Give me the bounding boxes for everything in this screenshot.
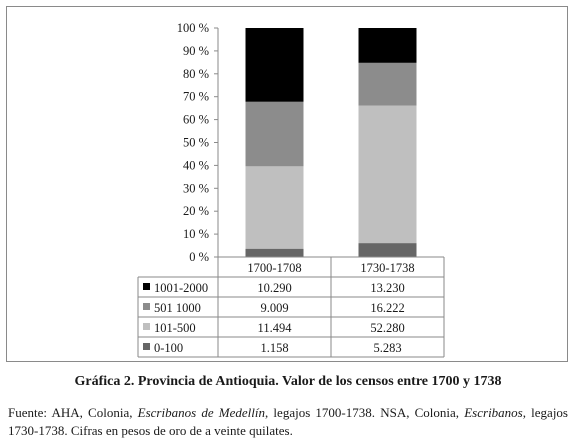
chart-frame: 0 % 10 % 20 % 30 % 40 % 50 % 60 % 70 % 80 % 90 % 1… [6, 6, 568, 362]
legend-key [143, 283, 150, 290]
source-text-2: , legajos 1700-1738. NSA, Colonia, [265, 405, 465, 420]
y-tick-label: 10 % [183, 227, 209, 241]
legend-key [143, 323, 150, 330]
table-cell-value: 13.230 [370, 281, 404, 295]
source-italic-1: Escribanos de Medellín [137, 405, 265, 420]
stacked-bar-chart: 0 % 10 % 20 % 30 % 40 % 50 % 60 % 70 % 80 % 90 % 1… [137, 21, 445, 358]
table-row-label: 101-500 [154, 321, 196, 335]
y-tick-label: 20 % [183, 204, 209, 218]
bar-segment-1001-2000 [245, 28, 304, 102]
bar-segment-101-500 [358, 105, 417, 244]
bar-segment-0-100 [358, 243, 417, 257]
y-tick-label: 40 % [183, 158, 209, 172]
table-row-label: 0-100 [154, 341, 183, 355]
x-category-label: 1700-1708 [247, 261, 301, 275]
table-cell-value: 5.283 [373, 341, 401, 355]
bar-segment-501-1000 [245, 101, 304, 167]
table-cell-value: 9.009 [260, 301, 288, 315]
source-note: Fuente: AHA, Colonia, Escribanos de Mede… [8, 404, 568, 440]
source-italic-2: Escribanos [464, 405, 523, 420]
y-tick-label: 0 % [189, 250, 209, 264]
y-tick-label: 80 % [183, 67, 209, 81]
table-row-label: 501 1000 [154, 301, 201, 315]
bar-segment-0-100 [245, 248, 304, 257]
table-cell-value: 52.280 [370, 321, 404, 335]
y-tick-label: 100 % [177, 21, 209, 35]
y-tick-label: 30 % [183, 181, 209, 195]
bar-segment-1001-2000 [358, 28, 417, 63]
y-tick-label: 90 % [183, 44, 209, 58]
source-text-3: , legajos 1730-1738. Cifras en pesos de … [8, 405, 568, 438]
y-tick-label: 70 % [183, 90, 209, 104]
x-category-label: 1730-1738 [360, 261, 414, 275]
table-cell-value: 16.222 [370, 301, 404, 315]
table-cell-value: 10.290 [257, 281, 291, 295]
table-row-label: 1001-2000 [154, 281, 208, 295]
table-cell-value: 11.494 [258, 321, 293, 335]
bar-segment-101-500 [245, 166, 304, 249]
bar-segment-501-1000 [358, 62, 417, 106]
legend-key [143, 343, 150, 350]
y-tick-label: 60 % [183, 113, 209, 127]
table-cell-value: 1.158 [260, 341, 288, 355]
legend-key [143, 303, 150, 310]
y-tick-label: 50 % [183, 136, 209, 150]
source-text-1: Fuente: AHA, Colonia, [8, 405, 138, 420]
chart-caption: Gráfica 2. Provincia de Antioquia. Valor… [74, 374, 502, 389]
